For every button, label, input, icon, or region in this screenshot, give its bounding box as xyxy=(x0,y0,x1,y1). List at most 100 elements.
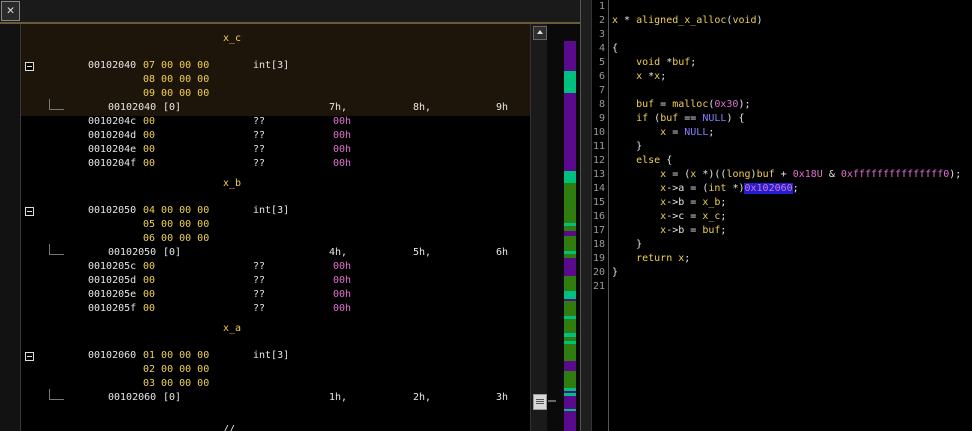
line-number: 5 xyxy=(598,57,605,68)
code-line[interactable]: x = (x *)((long)buf + 0x18U & 0xffffffff… xyxy=(660,169,962,180)
line-number: 11 xyxy=(592,141,605,152)
element-value: 1h, xyxy=(329,392,348,403)
pad-undefined: ?? xyxy=(253,261,266,272)
scroll-thumb[interactable] xyxy=(533,394,547,410)
pad-value: 00h xyxy=(333,303,352,314)
struct-label: x_c xyxy=(223,33,242,44)
pad-address[interactable]: 0010205d xyxy=(88,275,137,286)
pad-address[interactable]: 0010205f xyxy=(88,303,137,314)
data-bytes: 09 00 00 00 xyxy=(143,88,210,99)
line-number: 2 xyxy=(598,15,605,26)
code-line[interactable]: x->a = (int *)0x102060; xyxy=(660,183,799,194)
code-line[interactable]: x *x; xyxy=(636,71,667,82)
data-address[interactable]: 00102040 xyxy=(88,60,137,71)
code-line[interactable]: { xyxy=(612,43,619,54)
overview-segment xyxy=(564,291,576,296)
trailing-comment: // xyxy=(223,424,236,431)
overview-segment xyxy=(564,191,576,231)
element-index: [0] xyxy=(163,392,182,403)
pad-byte: 00 xyxy=(143,144,156,155)
line-number: 9 xyxy=(598,113,605,124)
pad-undefined: ?? xyxy=(253,130,266,141)
line-number: 7 xyxy=(598,85,605,96)
element-value: 9h xyxy=(496,102,509,113)
listing-scrollbar[interactable] xyxy=(530,24,547,431)
pad-undefined: ?? xyxy=(253,289,266,300)
code-line[interactable]: x = NULL; xyxy=(660,127,715,138)
element-value: 6h xyxy=(496,247,509,258)
collapse-toggle-icon[interactable] xyxy=(25,62,34,71)
collapse-toggle-icon[interactable] xyxy=(25,207,34,216)
line-number: 18 xyxy=(592,239,605,250)
data-bytes: 02 00 00 00 xyxy=(143,364,210,375)
data-bytes: 01 00 00 00 xyxy=(143,350,210,361)
code-line[interactable]: } xyxy=(612,239,643,250)
listing-pane: ✕ x_c 00102040 int[3] 07 00 00 00 08 00 00 0… xyxy=(0,0,580,431)
overview-segment xyxy=(564,251,576,254)
pad-address[interactable]: 0010204f xyxy=(88,158,137,169)
element-index: [0] xyxy=(163,102,182,113)
code-line[interactable]: x * aligned_x_alloc(void) xyxy=(612,15,763,26)
element-value: 2h, xyxy=(413,392,432,403)
pad-address[interactable]: 0010204e xyxy=(88,144,137,155)
data-type: int[3] xyxy=(253,350,290,361)
code-line[interactable]: buf = malloc(0x30); xyxy=(636,99,751,110)
code-line[interactable]: return x; xyxy=(636,253,691,264)
code-line[interactable]: } xyxy=(612,267,619,278)
pad-byte: 00 xyxy=(143,289,156,300)
element-address[interactable]: 00102060 xyxy=(108,392,157,403)
pad-address[interactable]: 0010204c xyxy=(88,116,137,127)
data-address[interactable]: 00102060 xyxy=(88,350,137,361)
pad-value: 00h xyxy=(333,130,352,141)
line-number: 15 xyxy=(592,197,605,208)
pad-address[interactable]: 0010205c xyxy=(88,261,137,272)
line-number: 10 xyxy=(592,127,605,138)
line-number: 4 xyxy=(598,43,605,54)
pad-byte: 00 xyxy=(143,158,156,169)
overview-strip[interactable] xyxy=(564,41,576,431)
overview-segment xyxy=(564,393,576,396)
listing-toolbar: ✕ xyxy=(0,0,580,24)
data-bytes: 05 00 00 00 xyxy=(143,219,210,230)
data-address[interactable]: 00102050 xyxy=(88,205,137,216)
code-line[interactable]: x->b = x_b; xyxy=(660,197,727,208)
data-bytes: 03 00 00 00 xyxy=(143,378,210,389)
pad-value: 00h xyxy=(333,261,352,272)
overview-segment xyxy=(564,236,576,258)
overview-segment xyxy=(564,141,576,156)
line-number: 6 xyxy=(598,71,605,82)
pad-value: 00h xyxy=(333,158,352,169)
element-address[interactable]: 00102050 xyxy=(108,247,157,258)
element-address[interactable]: 00102040 xyxy=(108,102,157,113)
code-line[interactable]: else { xyxy=(636,155,673,166)
code-line[interactable]: if (buf == NULL) { xyxy=(636,113,745,124)
pad-byte: 00 xyxy=(143,275,156,286)
data-bytes: 07 00 00 00 xyxy=(143,60,210,71)
collapse-toggle-icon[interactable] xyxy=(25,352,34,361)
decompiler-pane: 1 2 3 4 5 6 7 8 9 10 11 12 13 14 15 16 17 18 19 20 21 x * al… xyxy=(592,0,972,431)
overview-segment xyxy=(564,333,576,337)
line-number: 13 xyxy=(592,169,605,180)
pad-value: 00h xyxy=(333,116,352,127)
code-line[interactable]: x->b = buf; xyxy=(660,225,727,236)
element-value: 8h, xyxy=(413,102,432,113)
scroll-up-icon[interactable] xyxy=(533,26,547,40)
line-number: 19 xyxy=(592,253,605,264)
data-type: int[3] xyxy=(253,205,290,216)
code-line[interactable]: } xyxy=(612,141,643,152)
pad-address[interactable]: 0010204d xyxy=(88,130,137,141)
line-number: 8 xyxy=(598,99,605,110)
line-number: 16 xyxy=(592,211,605,222)
code-line[interactable]: void *buf; xyxy=(636,57,697,68)
pad-undefined: ?? xyxy=(253,275,266,286)
close-icon[interactable]: ✕ xyxy=(1,1,20,21)
element-value: 5h, xyxy=(413,247,432,258)
listing-view[interactable]: x_c 00102040 int[3] 07 00 00 00 08 00 00 00 0… xyxy=(20,24,531,431)
pane-divider[interactable] xyxy=(580,0,592,431)
pad-address[interactable]: 0010205e xyxy=(88,289,137,300)
code-line[interactable]: x->c = x_c; xyxy=(660,211,727,222)
listing-margin xyxy=(0,24,20,431)
line-number: 17 xyxy=(592,225,605,236)
overview-bar[interactable] xyxy=(548,24,580,431)
tree-connector xyxy=(49,99,64,110)
